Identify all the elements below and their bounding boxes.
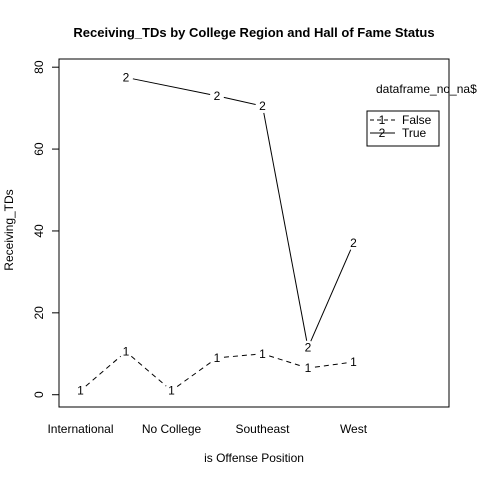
y-tick-label: 0: [32, 391, 46, 398]
series-line-segment: [263, 112, 308, 341]
series-false: 1 1 1 1 1 1 1: [77, 345, 357, 398]
chart-title: Receiving_TDs by College Region and Hall…: [73, 25, 434, 40]
legend-label-true: True: [402, 126, 427, 140]
series-line-segment: [176, 361, 212, 387]
series-line-segment: [269, 355, 302, 367]
data-point-label: 1: [214, 351, 221, 365]
data-point-label: 2: [305, 341, 312, 355]
series-line-segment: [223, 96, 256, 106]
data-point-label: 1: [77, 384, 84, 398]
data-point-label: 1: [123, 345, 130, 359]
data-point-label: 1: [305, 361, 312, 375]
x-axis: International No College Southeast West: [47, 422, 367, 436]
data-point-label: 1: [350, 355, 357, 369]
y-tick-label: 20: [32, 306, 46, 320]
y-tick-label: 60: [32, 142, 46, 156]
x-tick-label: West: [340, 422, 368, 436]
legend: dataframe_no_na$ 1 False 2 True: [366, 82, 477, 147]
data-point-label: 2: [214, 89, 221, 103]
y-axis-label: Receiving_TDs: [2, 189, 16, 270]
y-axis: 0 20 40 60 80: [32, 60, 60, 398]
legend-label-false: False: [402, 113, 432, 127]
legend-symbol-false: 1: [379, 113, 386, 127]
x-tick-label: No College: [142, 422, 202, 436]
series-line-segment: [85, 355, 122, 387]
x-tick-label: Southeast: [235, 422, 290, 436]
legend-title: dataframe_no_na$: [376, 82, 477, 96]
data-point-label: 1: [168, 384, 175, 398]
legend-symbol-true: 2: [379, 126, 386, 140]
legend-box: [366, 110, 440, 147]
series-line-segment: [130, 355, 167, 387]
y-tick-label: 40: [32, 224, 46, 238]
legend-entries: 1 False 2 True: [370, 113, 432, 140]
series-true: 2 2 2 2 2: [123, 70, 358, 354]
data-point-label: 2: [123, 70, 130, 84]
x-axis-label: is Offense Position: [204, 451, 304, 465]
data-point-label: 1: [259, 347, 266, 361]
data-point-label: 2: [259, 99, 266, 113]
series-layer: 1 1 1 1 1 1 1 2 2 2 2 2: [77, 70, 357, 397]
series-line-segment: [132, 78, 211, 95]
y-tick-label: 80: [32, 60, 46, 74]
data-point-label: 2: [350, 236, 357, 250]
x-tick-label: International: [47, 422, 113, 436]
series-line-segment: [310, 249, 352, 342]
